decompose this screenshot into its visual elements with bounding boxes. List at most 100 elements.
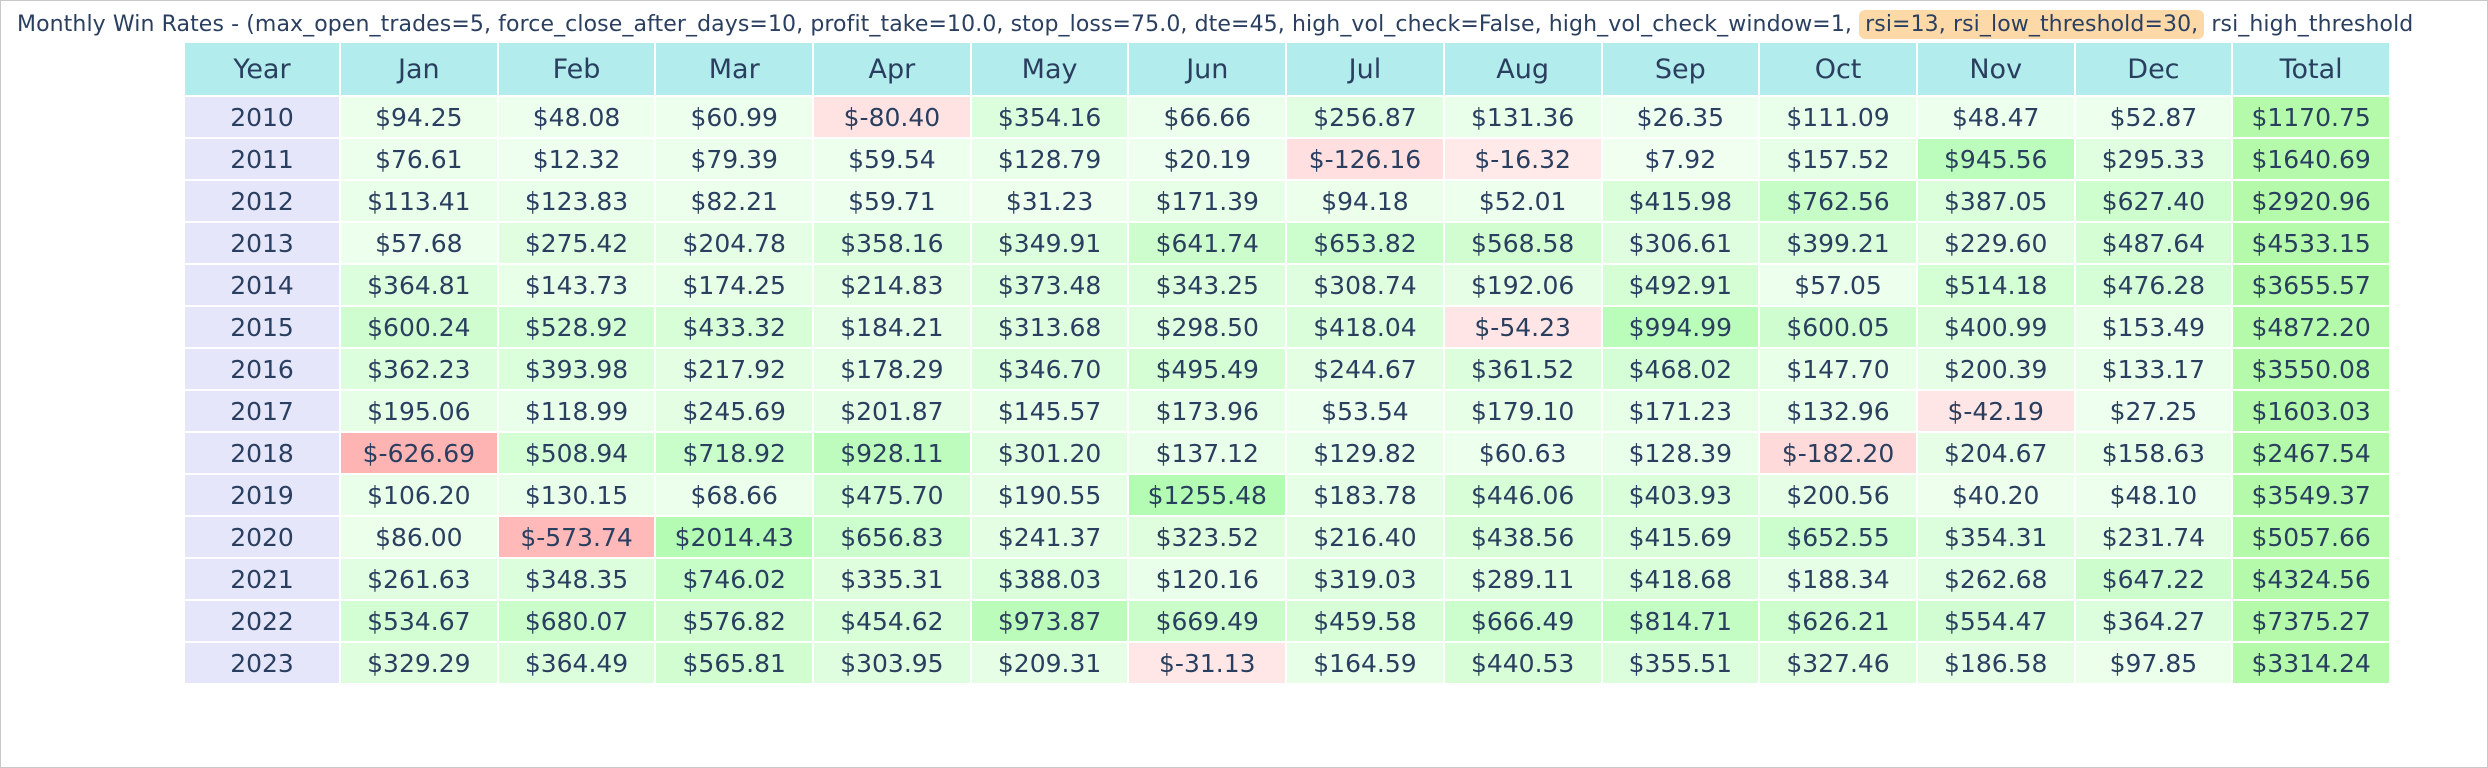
month-value-cell: $393.98 xyxy=(498,349,657,391)
year-cell: 2021 xyxy=(185,559,341,601)
year-cell: 2013 xyxy=(185,223,341,265)
month-value-cell: $303.95 xyxy=(814,643,972,685)
month-value-cell: $433.32 xyxy=(656,307,815,349)
month-value-cell: $928.11 xyxy=(814,433,972,475)
month-value-cell: $145.57 xyxy=(971,391,1130,433)
month-value-cell: $600.05 xyxy=(1760,307,1918,349)
table-row: 2010 $94.25 $48.08 $60.99 $-80.40 $354.16 $66.… xyxy=(185,97,2391,139)
month-value-cell: $364.27 xyxy=(2075,601,2234,643)
month-value-cell: $113.41 xyxy=(341,181,499,223)
month-value-cell: $137.12 xyxy=(1129,433,1288,475)
year-cell: 2018 xyxy=(185,433,341,475)
total-cell: $7375.27 xyxy=(2233,601,2391,643)
month-value-cell: $217.92 xyxy=(656,349,815,391)
year-cell: 2017 xyxy=(185,391,341,433)
month-value-cell: $945.56 xyxy=(1917,139,2076,181)
month-value-cell: $343.25 xyxy=(1129,265,1288,307)
month-value-cell: $354.16 xyxy=(971,97,1130,139)
month-value-cell: $487.64 xyxy=(2075,223,2234,265)
month-value-cell: $171.23 xyxy=(1602,391,1761,433)
column-header-total: Total xyxy=(2233,43,2391,97)
year-cell: 2015 xyxy=(185,307,341,349)
month-value-cell: $256.87 xyxy=(1287,97,1445,139)
month-value-cell: $329.29 xyxy=(341,643,499,685)
table-row: 2023 $329.29 $364.49 $565.81 $303.95 $209.31 $… xyxy=(185,643,2391,685)
chart-title: Monthly Win Rates - (max_open_trades=5, … xyxy=(17,10,2414,39)
month-value-cell: $118.99 xyxy=(498,391,657,433)
month-value-cell: $-31.13 xyxy=(1129,643,1288,685)
month-value-cell: $528.92 xyxy=(498,307,657,349)
month-value-cell: $111.09 xyxy=(1760,97,1918,139)
month-value-cell: $153.49 xyxy=(2075,307,2234,349)
monthly-win-rate-table: Year Jan Feb Mar Apr May Jun Jul Aug Sep Oct Nov Dec… xyxy=(185,43,2391,685)
month-value-cell: $355.51 xyxy=(1602,643,1761,685)
month-value-cell: $57.05 xyxy=(1760,265,1918,307)
month-value-cell: $244.67 xyxy=(1287,349,1445,391)
total-cell: $3655.57 xyxy=(2233,265,2391,307)
column-header-year: Year xyxy=(185,43,341,97)
header-row: Year Jan Feb Mar Apr May Jun Jul Aug Sep Oct Nov Dec… xyxy=(185,43,2391,97)
total-cell: $3314.24 xyxy=(2233,643,2391,685)
month-value-cell: $415.98 xyxy=(1602,181,1761,223)
month-value-cell: $-54.23 xyxy=(1444,307,1603,349)
month-value-cell: $1255.48 xyxy=(1129,475,1288,517)
month-value-cell: $298.50 xyxy=(1129,307,1288,349)
table-row: 2014 $364.81 $143.73 $174.25 $214.83 $373.48 $… xyxy=(185,265,2391,307)
column-header-jul: Jul xyxy=(1287,43,1445,97)
month-value-cell: $475.70 xyxy=(814,475,972,517)
month-value-cell: $508.94 xyxy=(498,433,657,475)
month-value-cell: $184.21 xyxy=(814,307,972,349)
month-value-cell: $231.74 xyxy=(2075,517,2234,559)
month-value-cell: $565.81 xyxy=(656,643,815,685)
month-value-cell: $364.49 xyxy=(498,643,657,685)
month-value-cell: $346.70 xyxy=(971,349,1130,391)
table-row: 2016 $362.23 $393.98 $217.92 $178.29 $346.70 $… xyxy=(185,349,2391,391)
month-value-cell: $123.83 xyxy=(498,181,657,223)
table-row: 2020 $86.00 $-573.74 $2014.43 $656.83 $241.37… xyxy=(185,517,2391,559)
month-value-cell: $164.59 xyxy=(1287,643,1445,685)
month-value-cell: $174.25 xyxy=(656,265,815,307)
year-cell: 2014 xyxy=(185,265,341,307)
year-cell: 2023 xyxy=(185,643,341,685)
total-cell: $2920.96 xyxy=(2233,181,2391,223)
month-value-cell: $718.92 xyxy=(656,433,815,475)
month-value-cell: $192.06 xyxy=(1444,265,1603,307)
month-value-cell: $576.82 xyxy=(656,601,815,643)
month-value-cell: $399.21 xyxy=(1760,223,1918,265)
month-value-cell: $348.35 xyxy=(498,559,657,601)
column-header-dec: Dec xyxy=(2075,43,2234,97)
total-cell: $4324.56 xyxy=(2233,559,2391,601)
year-cell: 2011 xyxy=(185,139,341,181)
month-value-cell: $388.03 xyxy=(971,559,1130,601)
month-value-cell: $262.68 xyxy=(1917,559,2076,601)
month-value-cell: $132.96 xyxy=(1760,391,1918,433)
table-row: 2019 $106.20 $130.15 $68.66 $475.70 $190.55 $1… xyxy=(185,475,2391,517)
month-value-cell: $514.18 xyxy=(1917,265,2076,307)
month-value-cell: $746.02 xyxy=(656,559,815,601)
month-value-cell: $349.91 xyxy=(971,223,1130,265)
month-value-cell: $301.20 xyxy=(971,433,1130,475)
column-header-jan: Jan xyxy=(341,43,499,97)
title-suffix: rsi_high_threshold xyxy=(2211,12,2414,37)
column-header-feb: Feb xyxy=(498,43,657,97)
month-value-cell: $204.67 xyxy=(1917,433,2076,475)
year-cell: 2022 xyxy=(185,601,341,643)
month-value-cell: $31.23 xyxy=(971,181,1130,223)
month-value-cell: $209.31 xyxy=(971,643,1130,685)
month-value-cell: $652.55 xyxy=(1760,517,1918,559)
month-value-cell: $653.82 xyxy=(1287,223,1445,265)
total-cell: $1603.03 xyxy=(2233,391,2391,433)
month-value-cell: $60.63 xyxy=(1444,433,1603,475)
month-value-cell: $245.69 xyxy=(656,391,815,433)
month-value-cell: $656.83 xyxy=(814,517,972,559)
month-value-cell: $183.78 xyxy=(1287,475,1445,517)
month-value-cell: $358.16 xyxy=(814,223,972,265)
month-value-cell: $130.15 xyxy=(498,475,657,517)
table-row: 2017 $195.06 $118.99 $245.69 $201.87 $145.57 $… xyxy=(185,391,2391,433)
total-cell: $4872.20 xyxy=(2233,307,2391,349)
month-value-cell: $133.17 xyxy=(2075,349,2234,391)
month-value-cell: $-16.32 xyxy=(1444,139,1603,181)
month-value-cell: $158.63 xyxy=(2075,433,2234,475)
month-value-cell: $492.91 xyxy=(1602,265,1761,307)
total-cell: $3549.37 xyxy=(2233,475,2391,517)
